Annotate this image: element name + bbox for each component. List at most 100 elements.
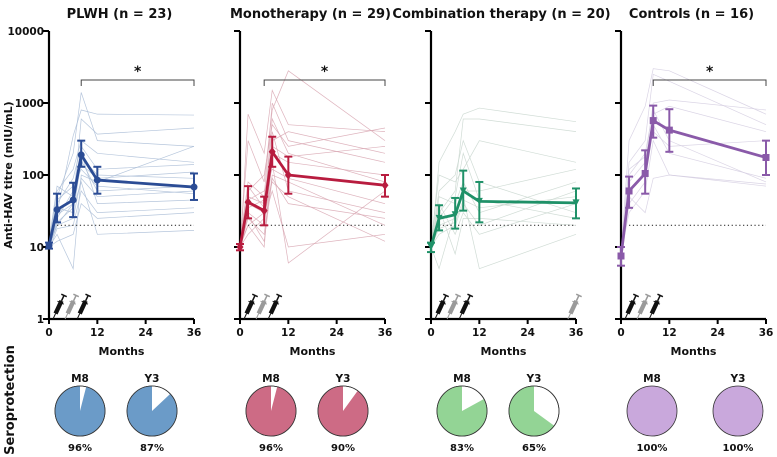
x-tick-label: 24 xyxy=(710,327,725,339)
significance-bracket xyxy=(80,79,195,86)
mean-line xyxy=(47,153,195,246)
syringe-plunger-head xyxy=(632,293,640,298)
syringe-barrel xyxy=(447,299,458,315)
x-tick-label: 12 xyxy=(281,327,296,339)
x-tick-label: 0 xyxy=(617,327,624,339)
mean-marker xyxy=(236,242,244,252)
syringe-plunger xyxy=(656,295,661,302)
syringe-barrel xyxy=(568,299,579,315)
syringe-icon xyxy=(267,293,283,320)
syringe-flange xyxy=(57,300,65,305)
syringe-needle xyxy=(64,313,69,320)
panel-1: Monotherapy (n = 29) 0 12 24 36 Months * M8 96% Y… xyxy=(230,7,392,454)
individual-line xyxy=(239,177,386,251)
mean-marker xyxy=(617,252,625,260)
syringe-plunger-head xyxy=(575,293,582,298)
syringe-flange xyxy=(653,300,661,305)
syringe-plunger-head xyxy=(276,293,283,298)
significance-bracket xyxy=(263,79,386,86)
pie-outline xyxy=(317,385,369,437)
syringe-barrel xyxy=(77,299,88,315)
individual-line xyxy=(48,109,195,251)
syringe-flange xyxy=(439,300,447,305)
panel-title: Controls (n = 16) xyxy=(629,7,754,22)
panel-title: Combination therapy (n = 20) xyxy=(392,7,610,22)
syringe-plunger xyxy=(575,295,580,302)
syringe-icon xyxy=(446,293,462,320)
individual-line xyxy=(48,177,195,248)
mean-marker xyxy=(381,180,389,190)
syringe-barrel xyxy=(459,299,470,315)
seroprotection-pie xyxy=(126,385,178,437)
individual-line xyxy=(430,107,577,251)
pie-slice-protected xyxy=(54,385,105,436)
mean-line xyxy=(619,119,767,257)
individual-line xyxy=(239,145,386,251)
x-tick-label: 24 xyxy=(329,327,344,339)
x-tick-label: 24 xyxy=(520,327,535,339)
individual-line xyxy=(239,102,386,242)
individual-line xyxy=(620,108,767,264)
syringe-barrel xyxy=(649,299,660,315)
pie-slice-protected xyxy=(318,386,368,436)
y-tick-label: 1 xyxy=(37,314,44,326)
individual-line xyxy=(48,190,195,251)
panel-2: Combination therapy (n = 20) 0 12 24 36 Month… xyxy=(392,7,610,454)
syringe-flange xyxy=(451,300,459,305)
syringe-needle xyxy=(243,313,248,320)
individual-line xyxy=(239,89,386,254)
syringe-plunger xyxy=(442,295,447,302)
mean-marker xyxy=(435,214,443,222)
x-tick-label: 12 xyxy=(662,327,677,339)
panel-title: Monotherapy (n = 29) xyxy=(230,7,391,22)
syringe-icon xyxy=(76,293,92,320)
individual-line xyxy=(430,202,577,245)
syringe-needle xyxy=(648,313,653,320)
syringe-plunger-head xyxy=(455,293,462,298)
x-tick-label: 0 xyxy=(427,327,434,339)
x-tick-label: 0 xyxy=(45,327,52,339)
syringe-plunger-head xyxy=(264,293,271,298)
syringe-icon xyxy=(64,293,80,320)
y-tick-labels: 1 10 100 1000 10000 xyxy=(7,26,44,326)
x-axis-label: Months xyxy=(481,345,527,358)
pie-label: M8 xyxy=(643,373,661,385)
syringe-plunger-head xyxy=(467,293,474,298)
significance-bracket xyxy=(652,79,767,86)
individual-line xyxy=(239,117,386,248)
syringe-needle xyxy=(434,313,439,320)
mean-line xyxy=(429,189,577,248)
pie-slice-protected xyxy=(508,386,555,437)
individual-line xyxy=(430,195,577,270)
syringe-plunger xyxy=(644,295,649,302)
syringe-icon xyxy=(636,293,652,320)
syringe-plunger-head xyxy=(85,293,92,298)
syringe-flange xyxy=(272,300,280,305)
x-axis-label: Months xyxy=(290,345,336,358)
y-tick-label: 10000 xyxy=(7,26,44,38)
pie-percent: 87% xyxy=(140,443,164,454)
seroprotection-pie xyxy=(508,385,560,437)
individual-line xyxy=(239,181,386,245)
syringe-barrel xyxy=(53,299,64,315)
syringe-flange xyxy=(572,300,579,305)
syringe-flange xyxy=(463,300,471,305)
individual-line xyxy=(239,152,386,248)
syringe-flange xyxy=(629,300,637,305)
y-tick-label: 10 xyxy=(29,242,44,254)
syringe-needle xyxy=(458,313,463,320)
individual-line xyxy=(48,140,195,245)
pie-percent: 100% xyxy=(637,443,668,454)
syringe-needle xyxy=(255,313,260,320)
syringe-flange xyxy=(69,300,77,305)
pie-percent: 65% xyxy=(522,443,546,454)
syringe-needle xyxy=(52,313,57,320)
pie-percent: 90% xyxy=(331,443,355,454)
mean-marker xyxy=(625,187,633,195)
syringe-icon xyxy=(255,293,271,320)
x-axis-label: Months xyxy=(99,345,145,358)
pie-percent: 100% xyxy=(723,443,754,454)
individual-line xyxy=(620,139,767,255)
panel-title: PLWH (n = 23) xyxy=(67,7,173,22)
syringe-plunger xyxy=(466,295,471,302)
